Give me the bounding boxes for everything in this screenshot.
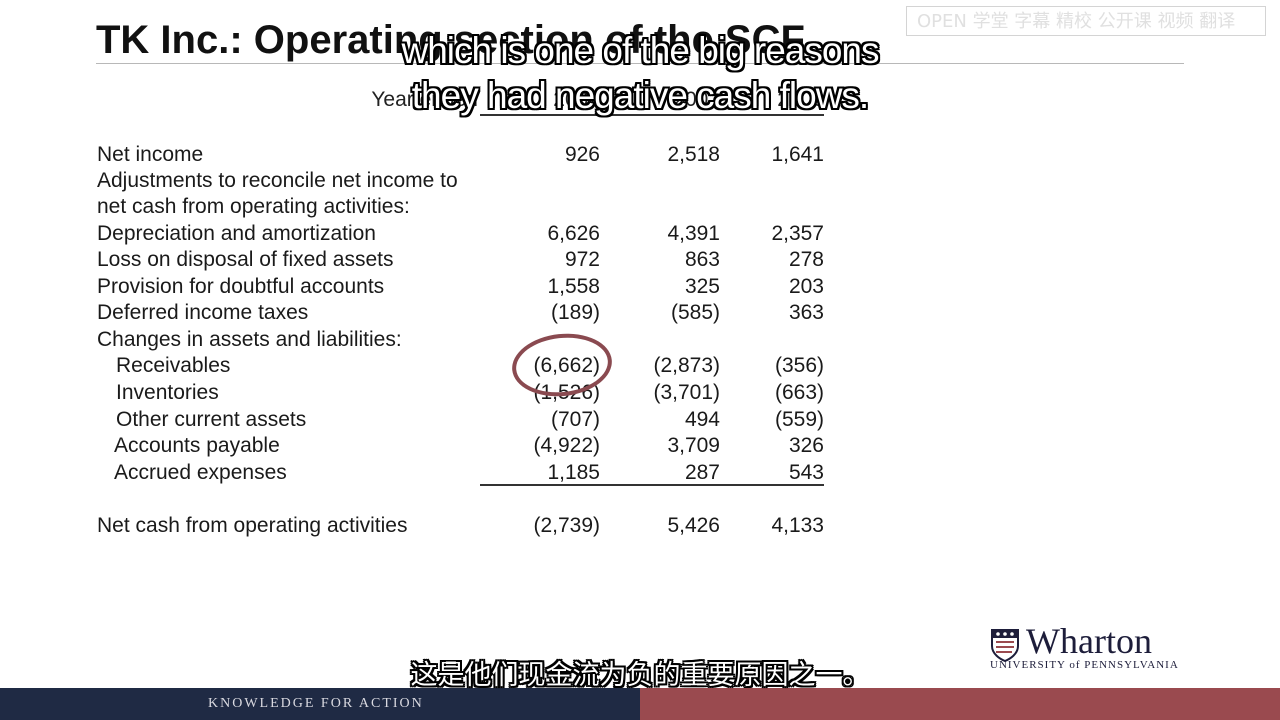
watermark: OPEN 学堂 字幕 精校 公开课 视频 翻译 [906,6,1266,36]
row-label: Depreciation and amortization [97,222,376,245]
value-2007: 494 [684,408,720,431]
footer-bar-left: KNOWLEDGE FOR ACTION [0,688,640,720]
value-2006: 543 [788,461,824,484]
table-row: net cash from operating activities: [0,195,1280,221]
table-row: Deferred income taxes (189) (585) 363 [0,301,1280,327]
row-label: Adjustments to reconcile net income to [97,169,458,192]
table-row: Adjustments to reconcile net income to [0,169,1280,195]
row-label: Net cash from operating activities [97,514,408,537]
row-label: Net income [97,143,204,166]
value-2008: 6,626 [547,222,600,245]
english-caption: which is one of the big reasons they had… [401,30,879,116]
value-2007: 287 [684,461,720,484]
footer-bar-right [640,688,1280,720]
value-2006: 203 [788,275,824,298]
value-2006: 278 [788,248,824,271]
chinese-caption: 这是他们现金流为负的重要原因之一。 [410,660,870,691]
value-2008: 972 [564,248,600,271]
value-2007: 2,518 [667,143,720,166]
value-2008: 926 [564,143,600,166]
year-2006: 2006 [777,88,824,111]
value-2007: 3,709 [667,434,720,457]
table-row-total: Net cash from operating activities (2,73… [0,514,1280,540]
row-label: Deferred income taxes [97,301,309,324]
row-label: Receivables [116,354,231,377]
row-label: Inventories [116,381,219,404]
value-2006: 326 [788,434,824,457]
value-2006: 2,357 [771,222,824,245]
value-2006: (663) [774,381,824,404]
table-row: Provision for doubtful accounts 1,558 32… [0,275,1280,301]
value-2008: (6,662) [533,354,600,377]
table-row: Depreciation and amortization 6,626 4,39… [0,222,1280,248]
logo-wordmark: Wharton [1026,621,1152,661]
row-label: net cash from operating activities: [97,195,410,218]
value-2008: (4,922) [533,434,600,457]
value-2006: (356) [774,354,824,377]
year-2008: 2008 [553,88,600,111]
table-row: Receivables (6,662) (2,873) (356) [0,354,1280,380]
value-2007: (585) [670,301,720,324]
value-2007: 863 [684,248,720,271]
value-2006: (559) [774,408,824,431]
table-row: Net income 926 2,518 1,641 [0,143,1280,169]
value-2007: 4,391 [667,222,720,245]
value-2007: 325 [684,275,720,298]
shield-icon [991,629,1019,662]
table-row: Other current assets (707) 494 (559) [0,408,1280,434]
title-divider [96,63,1184,64]
row-label: Provision for doubtful accounts [97,275,385,298]
value-2007: 5,426 [667,514,720,537]
table-row: Loss on disposal of fixed assets 972 863… [0,248,1280,274]
value-2008: (2,739) [533,514,600,537]
value-2008: 1,185 [547,461,600,484]
value-2008: (707) [550,408,600,431]
header-underline [480,114,824,116]
table-header: Year ended 2008 2007 2006 [0,88,1280,116]
row-label: Accrued expenses [114,461,287,484]
year-2007: 2007 [673,88,720,111]
slide-title: TK Inc.: Operating section of the SCF [96,18,805,62]
table-row: Inventories (1,526) (3,701) (663) [0,381,1280,407]
value-2008: (1,526) [533,381,600,404]
table-row: Changes in assets and liabilities: [0,328,1280,354]
value-2006: 1,641 [771,143,824,166]
value-2008: 1,558 [547,275,600,298]
row-label: Accounts payable [114,434,280,457]
table-row: Accounts payable (4,922) 3,709 326 [0,434,1280,460]
footer-tagline: KNOWLEDGE FOR ACTION [208,696,424,711]
wharton-logo: Wharton UNIVERSITY of PENNSYLVANIA [986,621,1196,676]
table-row: Accrued expenses 1,185 287 543 [0,461,1280,487]
value-2008: (189) [550,301,600,324]
row-label: Loss on disposal of fixed assets [97,248,394,271]
total-underline [480,484,824,486]
year-ended-label: Year ended [371,88,478,111]
value-2007: (3,701) [653,381,720,404]
value-2006: 4,133 [771,514,824,537]
value-2007: (2,873) [653,354,720,377]
row-label: Other current assets [116,408,307,431]
logo-subtitle: UNIVERSITY of PENNSYLVANIA [990,659,1179,671]
value-2006: 363 [788,301,824,324]
row-label: Changes in assets and liabilities: [97,328,402,351]
